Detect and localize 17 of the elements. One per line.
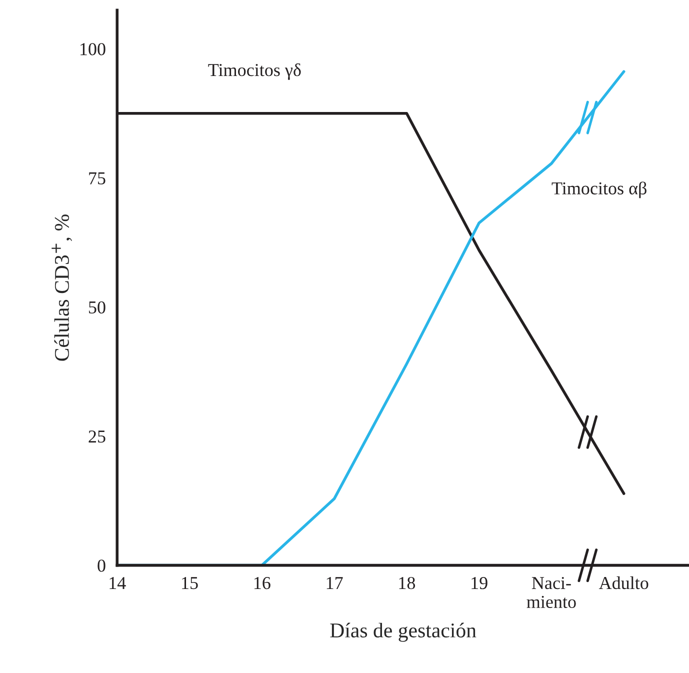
y-tick-label: 25	[88, 430, 106, 443]
x-axis-title: Días de gestación	[330, 622, 476, 642]
x-tick-label: 18	[399, 576, 416, 590]
y-tick-label: 50	[89, 301, 106, 314]
y-tick-label: 0	[98, 560, 106, 572]
x-tick-label: 19	[472, 577, 488, 590]
x-tick-label: Adulto	[598, 576, 648, 590]
y-axis-title: Células CD3$^{+}$, %	[52, 214, 72, 361]
x-tick-label: Naci- miento	[526, 577, 576, 608]
x-tick-label: 16	[254, 577, 270, 590]
x-tick-label: 14	[110, 577, 126, 589]
y-tick-label: 75	[89, 172, 106, 184]
x-tick-label: 15	[182, 577, 198, 590]
y-tick-label: 100	[80, 43, 106, 56]
x-tick-label: 17	[326, 577, 343, 589]
series-label: Timocitos γδ	[208, 63, 301, 80]
series-label: Timocitos αβ	[552, 182, 646, 198]
